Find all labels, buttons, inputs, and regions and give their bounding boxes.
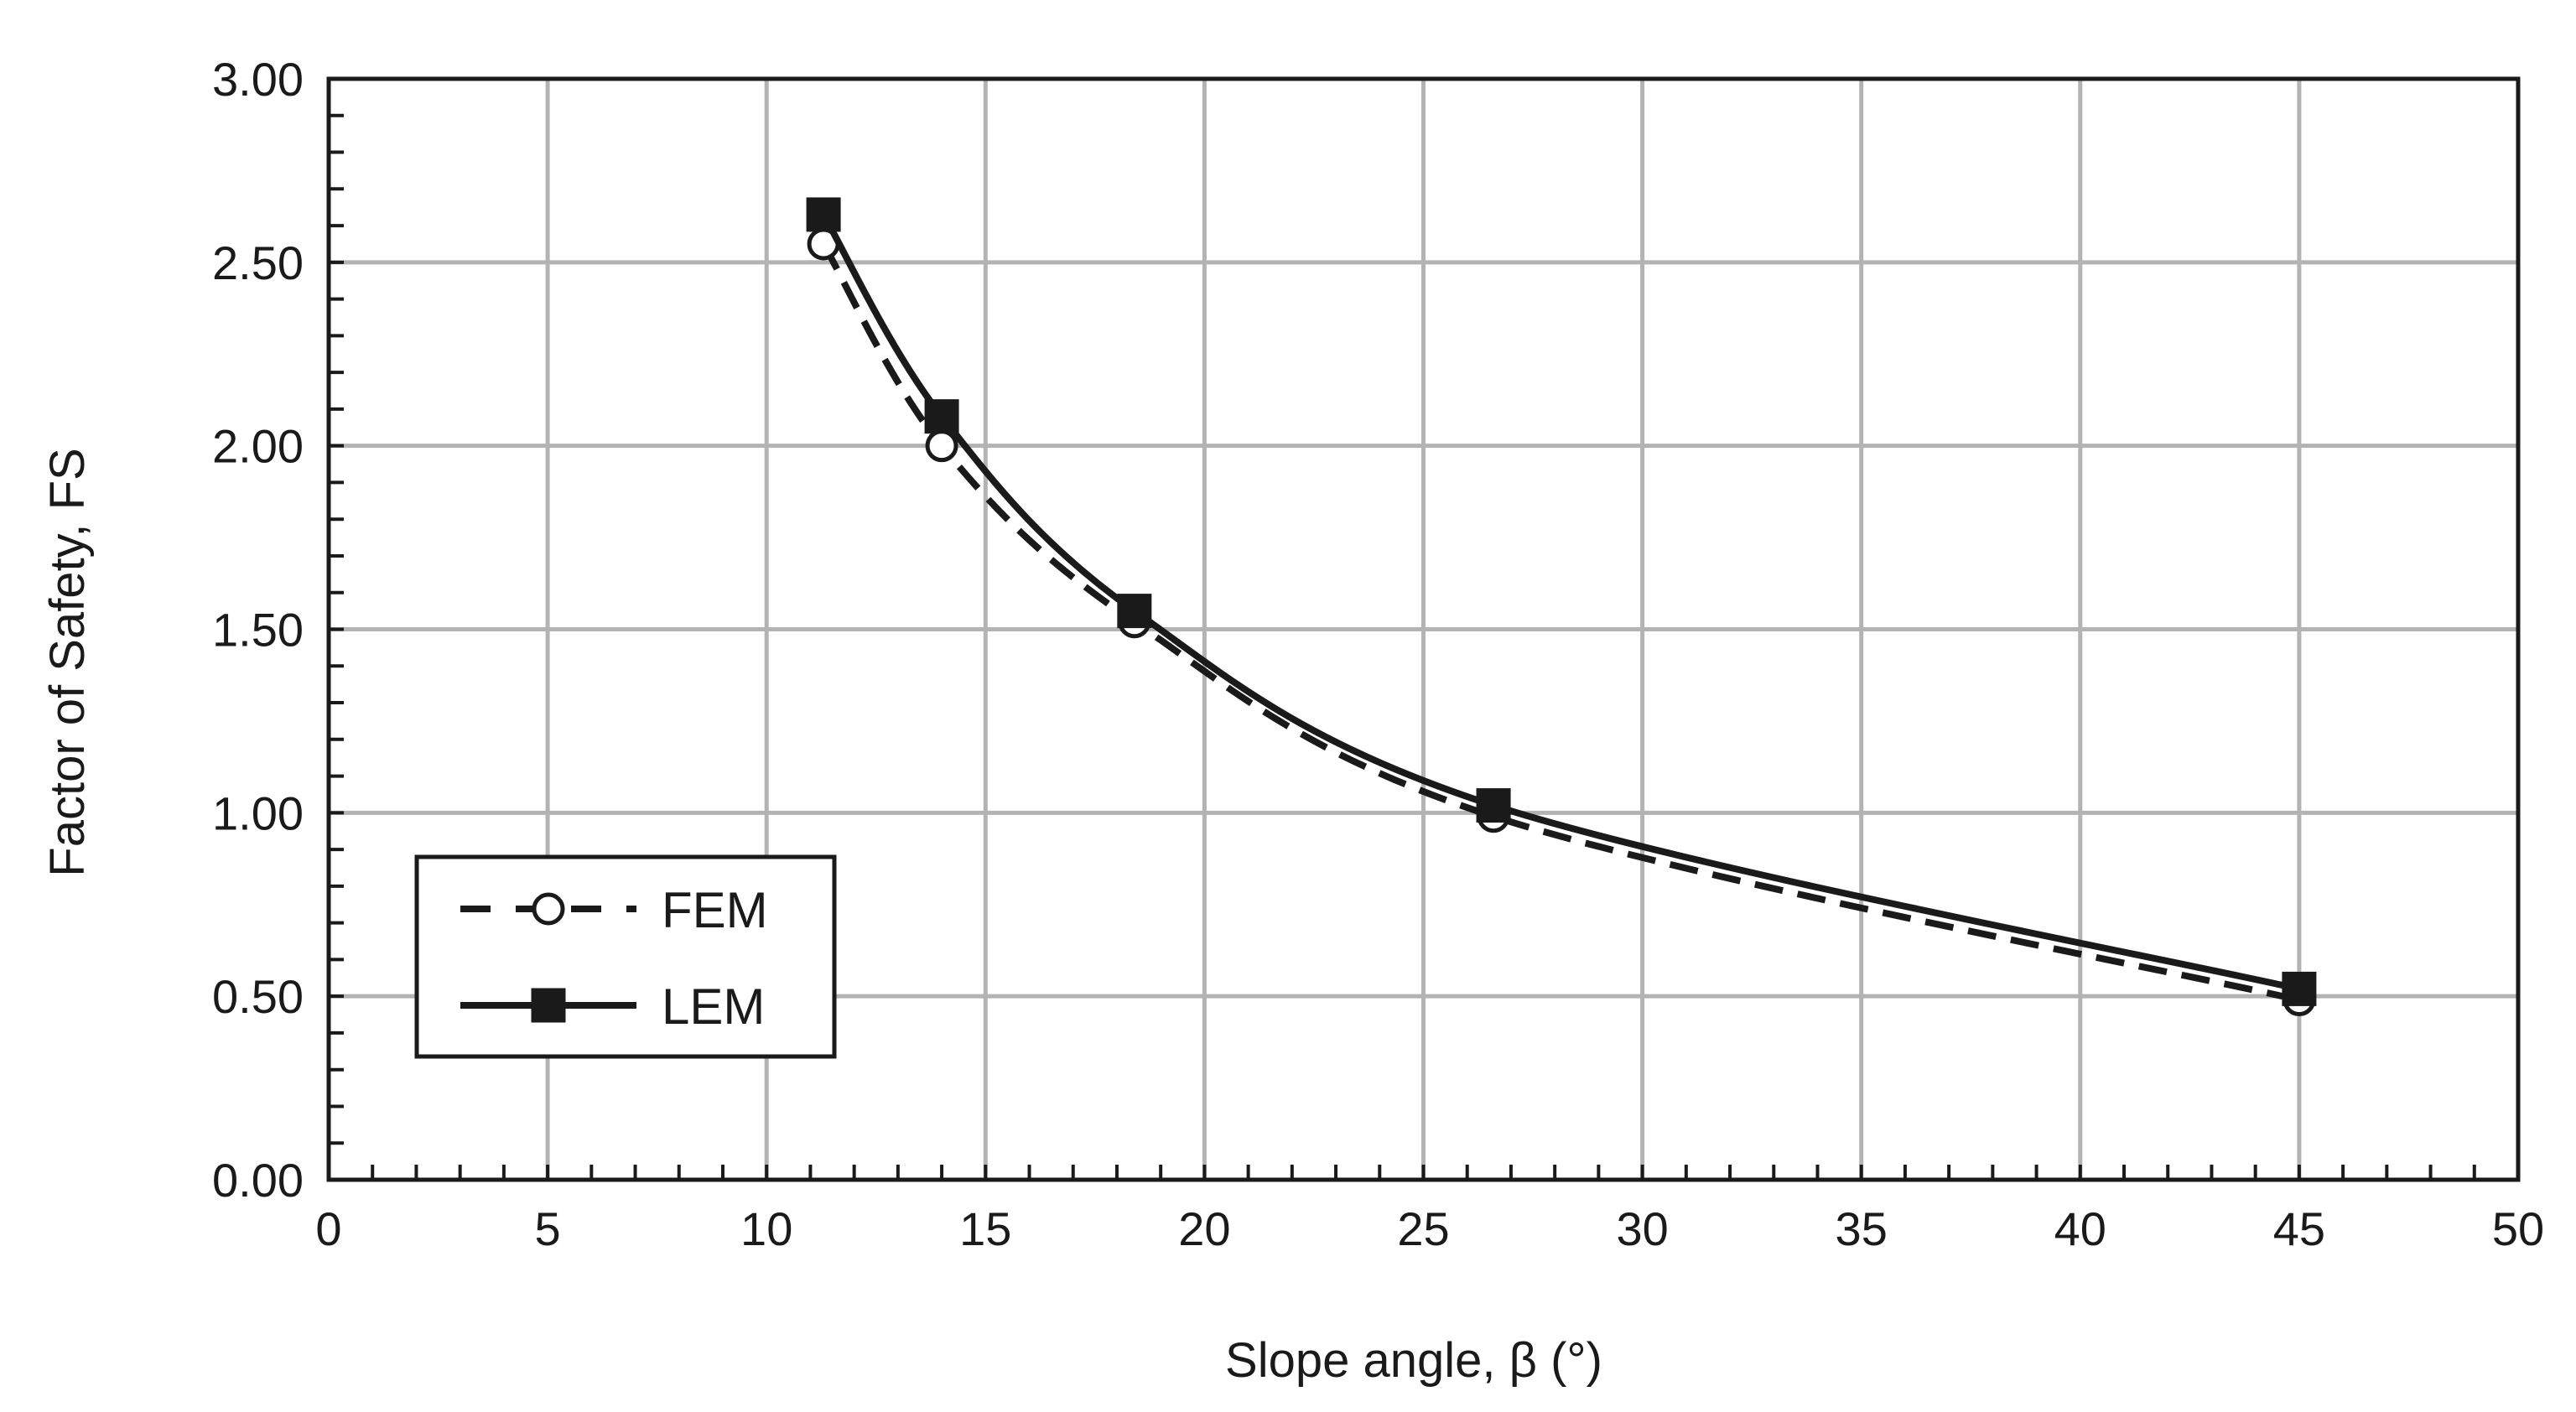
x-tick-label: 10 [740, 1202, 792, 1255]
y-tick-label: 2.00 [212, 420, 304, 473]
legend-marker-fem [532, 892, 565, 926]
y-tick-label: 1.50 [212, 604, 304, 657]
legend-marker-lem [531, 988, 566, 1023]
legend-label-lem: LEM [662, 979, 765, 1035]
legend-item-fem: FEM [460, 882, 768, 938]
legend: FEM LEM [414, 854, 837, 1059]
y-tick-label: 3.00 [212, 53, 304, 106]
x-axis-title: Slope angle, β (°) [1225, 1333, 1602, 1388]
y-axis-title: Factor of Safety, FS [40, 448, 95, 876]
x-tick-label: 20 [1178, 1202, 1230, 1255]
x-tick-label: 40 [2054, 1202, 2106, 1255]
lem-series [806, 197, 2317, 1006]
x-tick-label: 45 [2273, 1202, 2325, 1255]
legend-label-fem: FEM [662, 882, 768, 938]
lem-line [820, 212, 2300, 993]
fem-point [925, 429, 958, 463]
plot-area-frame [326, 76, 2521, 1182]
y-tick-label: 1.00 [212, 786, 304, 839]
lem-point [1117, 594, 1152, 629]
y-tick-label: 0.00 [212, 1154, 304, 1207]
x-tick-label: 0 [315, 1202, 341, 1255]
y-tick-label: 0.50 [212, 970, 304, 1023]
series [806, 197, 2317, 1017]
x-tick-label: 50 [2492, 1202, 2544, 1255]
y-tick-label: 2.50 [212, 236, 304, 289]
x-tick-label: 5 [535, 1202, 561, 1255]
x-tick-label: 15 [959, 1202, 1011, 1255]
minor-ticks [327, 77, 2520, 1181]
lem-point [1476, 788, 1511, 823]
legend-item-lem: LEM [460, 979, 765, 1035]
x-tick-label: 35 [1836, 1202, 1888, 1255]
grid [329, 79, 2518, 1180]
lem-point [2282, 971, 2317, 1006]
x-tick-label: 30 [1616, 1202, 1668, 1255]
tick-labels: 0 5 10 15 20 25 30 35 40 45 50 0.00 0.50 1.00 1.50 2.00… [212, 53, 2544, 1255]
fem-line [820, 241, 2300, 1004]
lem-point [806, 197, 841, 232]
lem-point [924, 399, 959, 434]
x-tick-label: 25 [1397, 1202, 1449, 1255]
legend-box [414, 854, 837, 1059]
